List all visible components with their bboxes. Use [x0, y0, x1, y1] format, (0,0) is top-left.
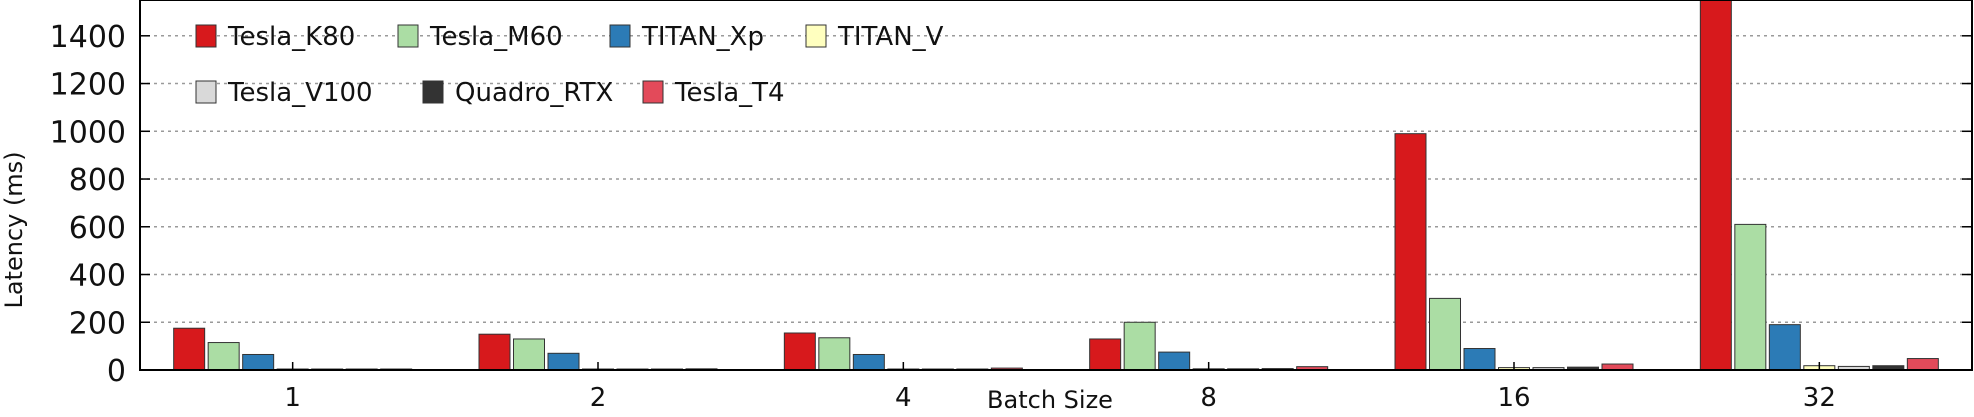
bar-tesla-k80	[1089, 338, 1122, 371]
bar-tesla-k80	[783, 332, 816, 371]
x-axis-label: Batch Size	[987, 386, 1113, 414]
x-tick-label: 16	[1497, 383, 1530, 413]
bar-titan-xp	[242, 353, 275, 371]
y-tick-labels: 0 200 400 600 800 1000 1200 1400	[50, 20, 126, 389]
y-tick-label: 0	[107, 354, 126, 389]
y-tick-label: 400	[69, 259, 126, 294]
y-tick-label: 1400	[50, 20, 126, 55]
legend-swatch	[397, 24, 419, 48]
legend-label: Tesla_V100	[227, 78, 373, 108]
y-tick-label: 200	[69, 306, 126, 341]
bar-tesla-m60	[1734, 223, 1767, 371]
y-axis-label: Latency (ms)	[0, 151, 28, 308]
x-tick-label: 1	[284, 383, 301, 413]
legend-swatch	[805, 24, 827, 48]
bar-tesla-t4	[1906, 358, 1939, 371]
legend-label: Tesla_K80	[227, 22, 355, 52]
legend-swatch	[609, 24, 631, 48]
legend-label: TITAN_V	[837, 22, 944, 52]
x-tick-label: 32	[1803, 383, 1836, 413]
plot-frame	[139, 0, 1973, 371]
legend-swatch	[642, 80, 664, 104]
y-tick-label: 1000	[50, 115, 126, 150]
legend-swatch	[195, 24, 217, 48]
y-tick-label: 1200	[50, 68, 126, 103]
y-tick-label: 800	[69, 163, 126, 198]
bar-tesla-k80	[1394, 133, 1427, 371]
bar-tesla-k80	[173, 327, 206, 371]
legend-label: Tesla_M60	[429, 22, 563, 52]
bars	[173, 0, 1939, 371]
bar-tesla-k80	[1699, 0, 1732, 371]
bar-titan-xp	[852, 353, 885, 371]
bar-tesla-k80	[478, 333, 511, 371]
y-tick-label: 600	[69, 211, 126, 246]
bar-titan-xp	[547, 352, 580, 371]
bar-tesla-m60	[818, 337, 851, 371]
legend-label: Quadro_RTX	[455, 78, 613, 108]
legend-swatch	[195, 80, 217, 104]
bar-tesla-m60	[513, 338, 545, 371]
x-tick-label: 8	[1200, 383, 1217, 413]
bar-titan-xp	[1463, 348, 1496, 371]
bar-titan-xp	[1158, 351, 1191, 371]
legend-swatch	[422, 80, 444, 104]
bar-tesla-m60	[1429, 297, 1461, 371]
legend-label: TITAN_Xp	[641, 22, 764, 52]
ticks	[140, 35, 1972, 371]
legend-label: Tesla_T4	[674, 78, 785, 108]
x-tick-label: 2	[590, 383, 607, 413]
bar-titan-xp	[1768, 324, 1801, 371]
bar-tesla-m60	[1123, 321, 1156, 371]
gridlines	[140, 35, 1972, 324]
bar-tesla-m60	[207, 342, 240, 371]
x-tick-label: 4	[895, 383, 912, 413]
legend: Tesla_K80 Tesla_M60 TITAN_Xp TITAN_V Tesla_V…	[195, 22, 944, 108]
x-tick-labels: 1 2 4 8 16 32	[284, 383, 1835, 413]
